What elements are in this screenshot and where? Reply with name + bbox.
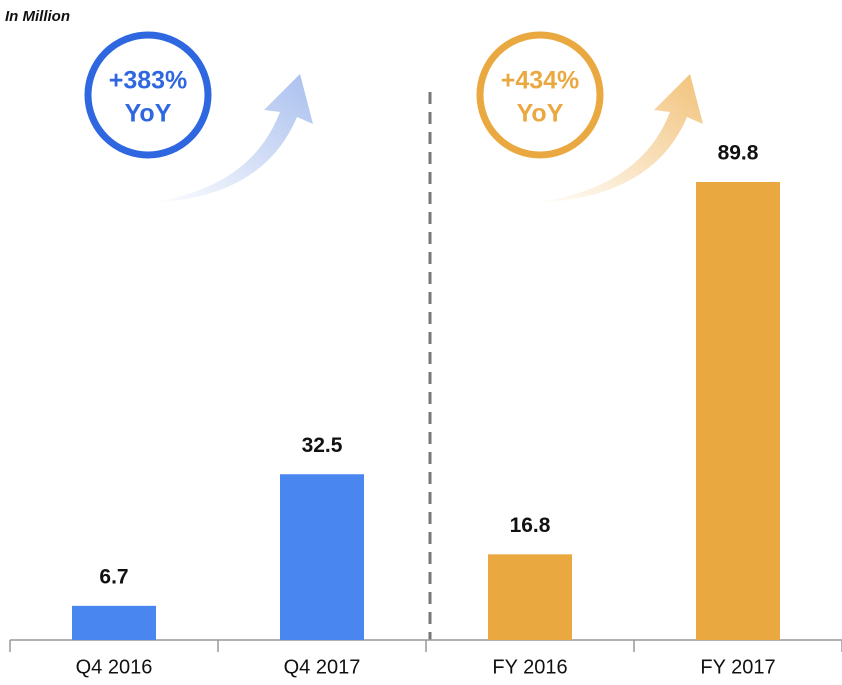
badge-circle	[476, 31, 604, 159]
x-tick-label: Q4 2016	[76, 656, 153, 678]
badge-text: +434%	[501, 67, 580, 95]
bar	[696, 182, 780, 640]
value-label: 6.7	[99, 565, 128, 588]
growth-arrow	[145, 74, 313, 203]
bar	[72, 605, 156, 640]
bar	[280, 474, 364, 640]
x-tick-label: FY 2016	[492, 656, 567, 678]
badge-circle	[84, 31, 212, 159]
badge-text: YoY	[125, 100, 172, 128]
value-label: 89.8	[718, 142, 759, 165]
x-tick-label: FY 2017	[700, 656, 775, 678]
subtitle: In Million	[5, 8, 70, 25]
value-label: 16.8	[510, 514, 551, 537]
badge-text: +383%	[109, 67, 188, 95]
bar	[488, 554, 572, 640]
x-tick-label: Q4 2017	[284, 656, 361, 678]
value-label: 32.5	[302, 434, 343, 457]
badge-text: YoY	[517, 100, 564, 128]
growth-arrow	[530, 74, 703, 203]
